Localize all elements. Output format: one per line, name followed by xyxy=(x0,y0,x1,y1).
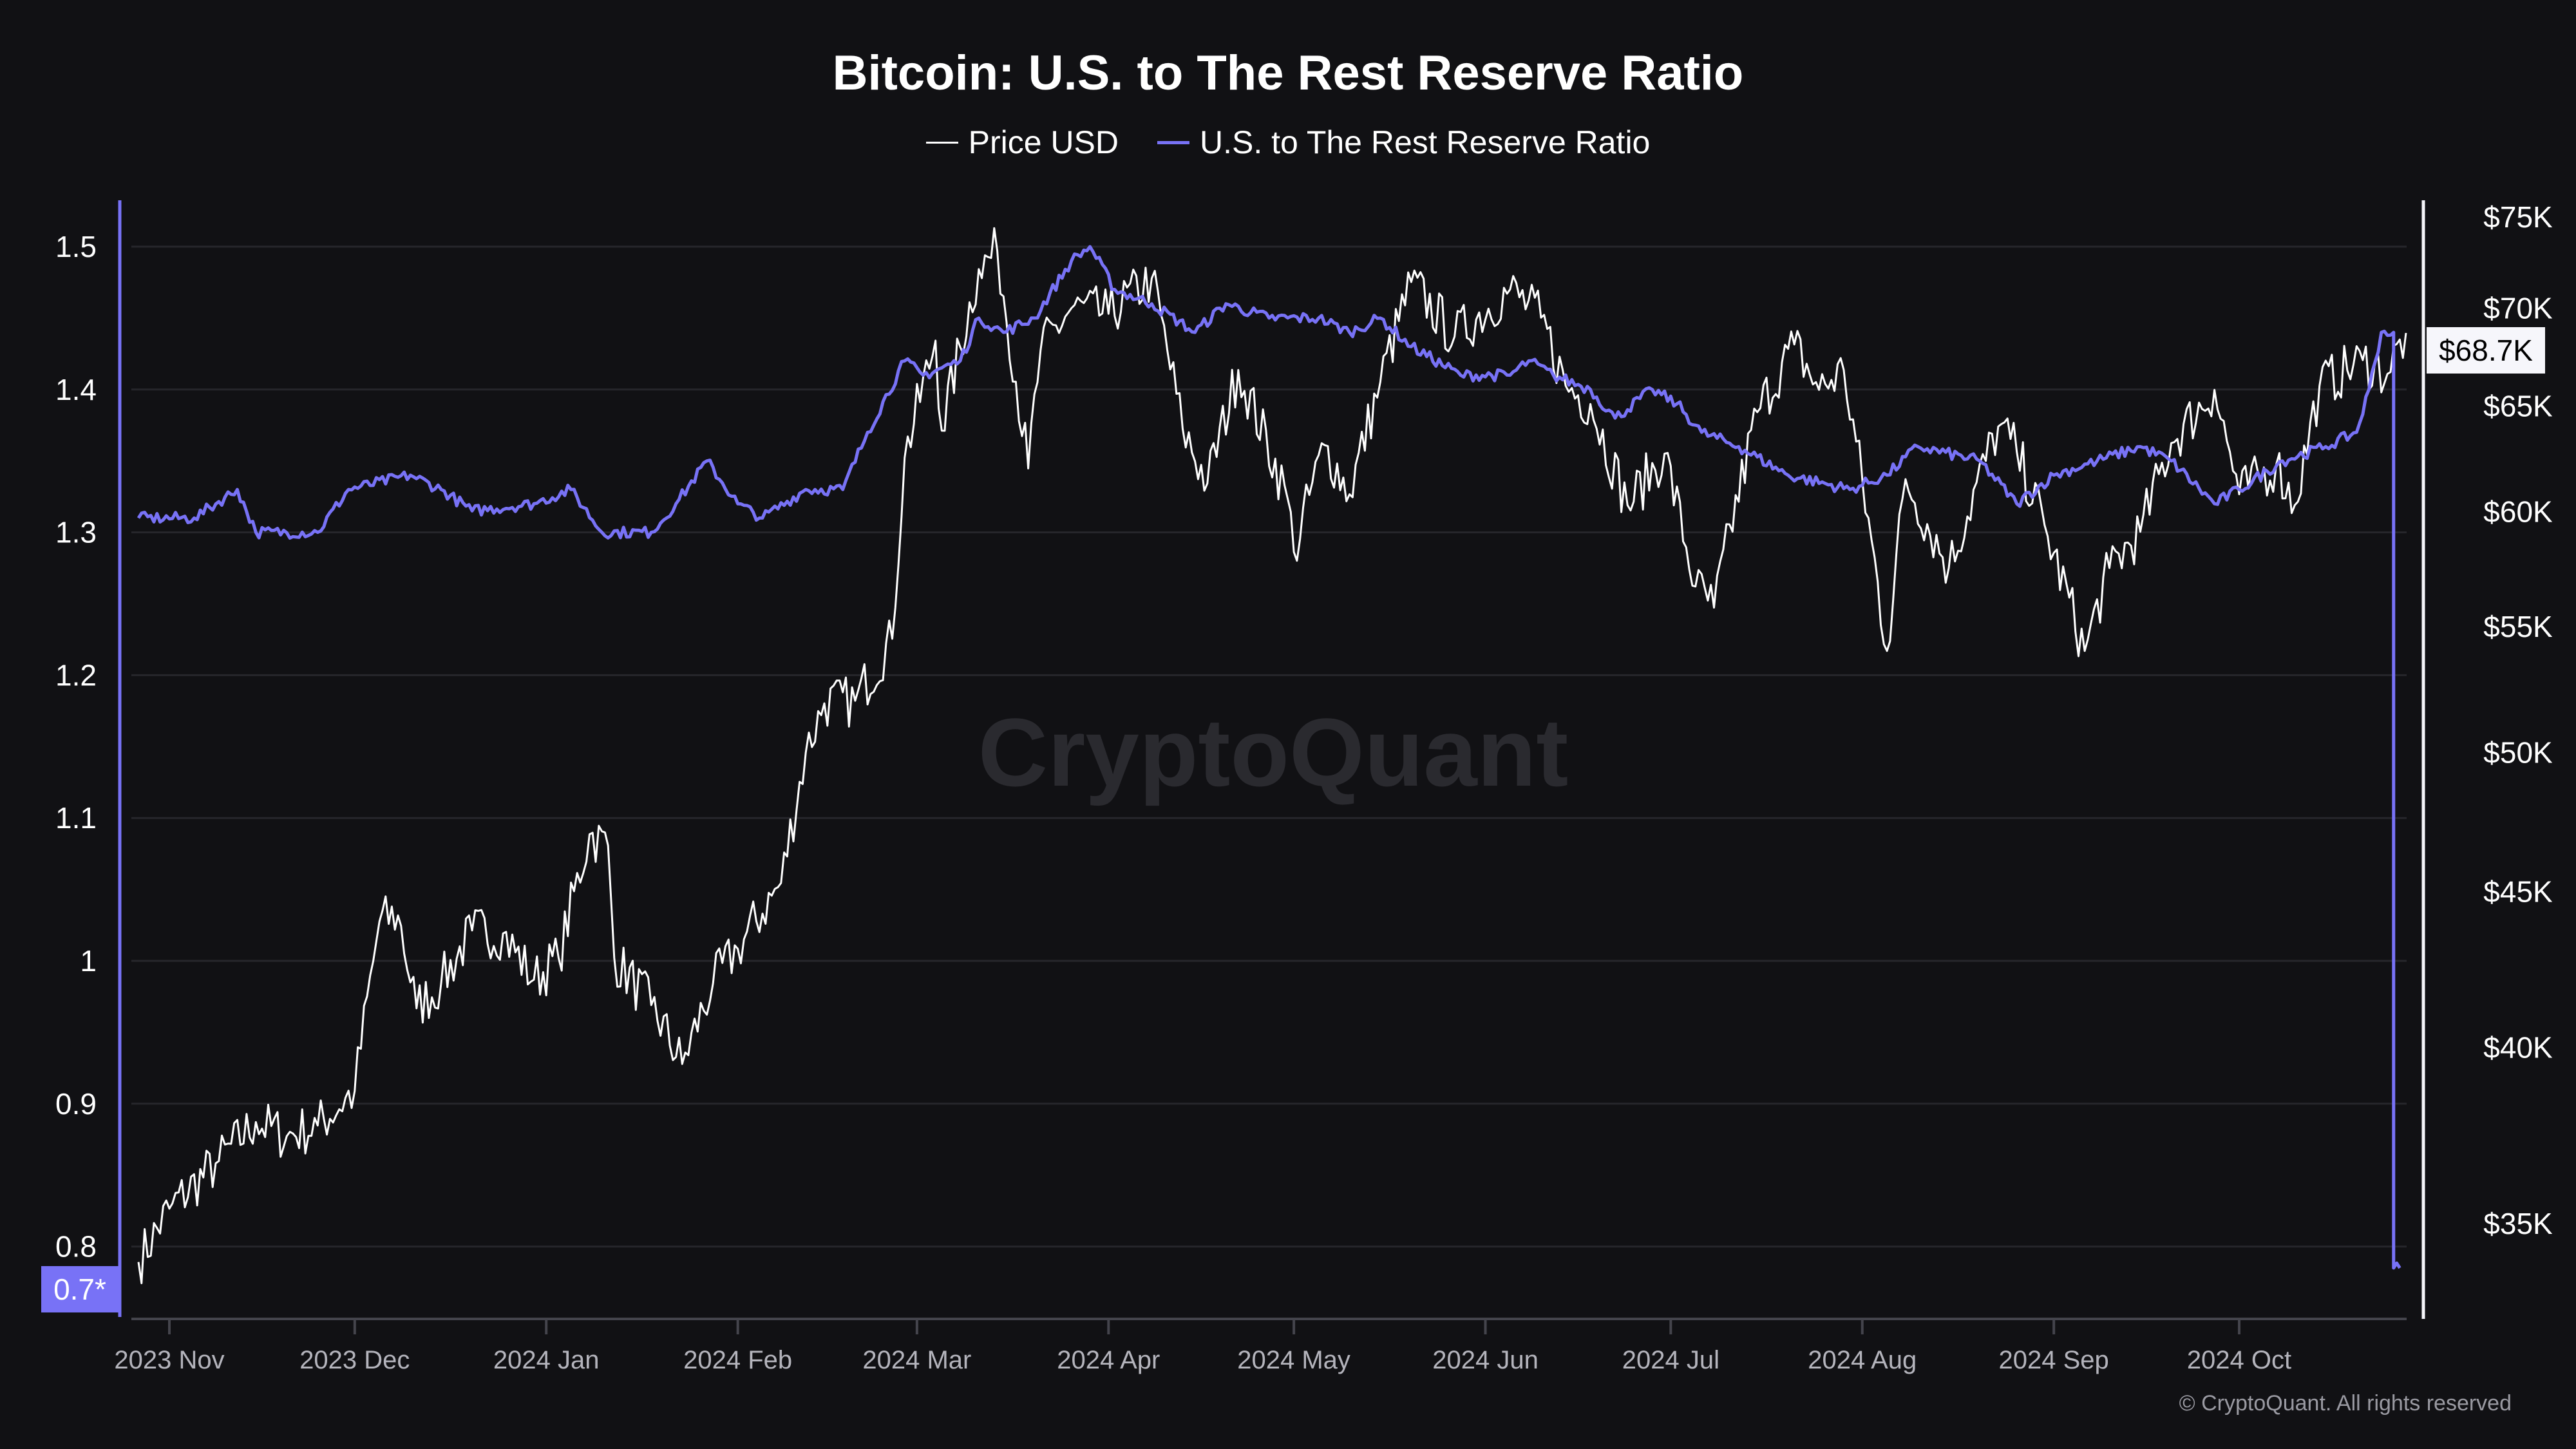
x-axis-tick: 2024 Oct xyxy=(2187,1346,2291,1374)
x-axis-tick: 2024 May xyxy=(1237,1346,1350,1374)
chart-title: Bitcoin: U.S. to The Rest Reserve Ratio xyxy=(832,46,1744,100)
x-axis-tick: 2024 Feb xyxy=(683,1346,792,1374)
x-axis-tick: 2024 Mar xyxy=(862,1346,971,1374)
right-axis-tick: $60K xyxy=(2483,495,2553,529)
x-axis-tick: 2024 Jul xyxy=(1622,1346,1719,1374)
right-axis-tick: $65K xyxy=(2483,389,2553,422)
reserve-ratio-line xyxy=(137,245,2401,1270)
left-axis-tick: 0.9 xyxy=(55,1087,97,1121)
x-axis-tick: 2024 Apr xyxy=(1057,1346,1160,1374)
x-axis-tick: 2024 Jan xyxy=(493,1346,600,1374)
watermark: CryptoQuant xyxy=(978,698,1569,806)
left-axis-tick: 0.8 xyxy=(55,1230,97,1264)
x-axis-tick: 2023 Nov xyxy=(114,1346,224,1374)
legend-item-price[interactable]: Price USD xyxy=(925,124,1119,161)
legend: Price USD U.S. to The Rest Reserve Ratio xyxy=(0,124,2576,161)
legend-item-ratio[interactable]: U.S. to The Rest Reserve Ratio xyxy=(1157,124,1650,161)
right-axis-tick: $35K xyxy=(2483,1207,2553,1240)
copyright: © CryptoQuant. All rights reserved xyxy=(2179,1391,2512,1416)
legend-label-price: Price USD xyxy=(968,124,1119,160)
right-axis-tick: $55K xyxy=(2483,610,2553,643)
last-ratio-badge: 0.7* xyxy=(41,1266,118,1312)
legend-swatch-ratio xyxy=(1157,140,1189,144)
left-axis-tick: 1.1 xyxy=(55,801,97,835)
left-axis-tick: 1.5 xyxy=(55,230,97,263)
legend-swatch-price xyxy=(925,141,958,144)
legend-label-ratio: U.S. to The Rest Reserve Ratio xyxy=(1200,124,1651,160)
x-axis-tick: 2024 Jun xyxy=(1432,1346,1539,1374)
last-price-badge: $68.7K xyxy=(2427,327,2545,374)
right-axis-tick: $75K xyxy=(2483,200,2553,234)
left-axis-tick: 1.2 xyxy=(55,658,97,692)
x-axis-tick: 2024 Aug xyxy=(1808,1346,1917,1374)
right-axis-tick: $70K xyxy=(2483,292,2553,325)
left-axis-tick: 1.3 xyxy=(55,516,97,549)
x-axis-tick: 2024 Sep xyxy=(1999,1346,2109,1374)
right-axis-tick: $40K xyxy=(2483,1030,2553,1064)
left-axis-tick: 1.4 xyxy=(55,373,97,406)
right-axis-tick: $45K xyxy=(2483,875,2553,909)
left-axis-tick: 1 xyxy=(80,944,97,978)
x-axis-tick: 2023 Dec xyxy=(299,1346,410,1374)
right-axis-tick: $50K xyxy=(2483,736,2553,770)
price-usd-line xyxy=(137,227,2407,1285)
